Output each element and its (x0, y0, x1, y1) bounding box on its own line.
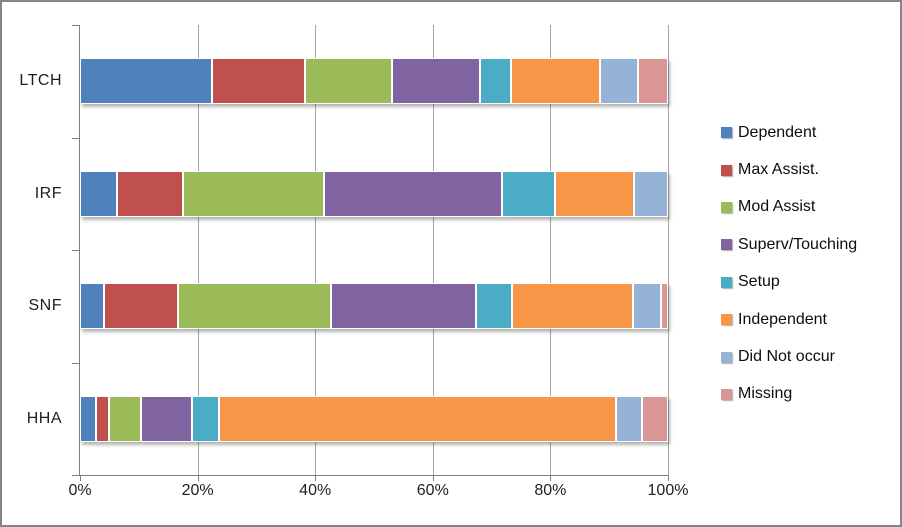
legend-item: Dependent (721, 114, 896, 151)
gridline (668, 25, 669, 475)
bar-segment-independent (555, 170, 634, 217)
category-label: HHA (26, 409, 62, 427)
x-axis-tick (668, 475, 669, 481)
bar-segment-did-not-occur (616, 395, 643, 442)
x-tick-label: 40% (299, 482, 332, 499)
bar-segment-max-assist (117, 170, 183, 217)
gridline (197, 25, 199, 475)
bar-row-ltch (80, 25, 668, 138)
legend-item: Missing (721, 376, 896, 413)
bar-segment-mod-assist (182, 170, 324, 217)
bar-segment-setup (192, 395, 220, 442)
y-axis-tick (72, 475, 80, 476)
legend-swatch-icon (721, 201, 732, 213)
y-axis-tick (72, 362, 80, 364)
stacked-bar (80, 58, 668, 104)
x-axis-line (79, 475, 669, 476)
bar-segment-independent (219, 395, 617, 442)
bar-segment-dependent (80, 58, 212, 104)
legend-swatch-icon (721, 127, 732, 139)
x-tick-label: 80% (534, 482, 567, 499)
bar-segment-setup (480, 58, 511, 104)
legend-item: Mod Assist (721, 189, 896, 226)
bar-segment-superv-touching (391, 58, 481, 104)
x-axis-tick (197, 475, 199, 481)
bar-row-hha (80, 363, 668, 476)
bar-segment-did-not-occur (633, 283, 661, 329)
legend-swatch-icon (721, 164, 732, 176)
bar-segment-dependent (80, 170, 118, 217)
bar-segment-did-not-occur (633, 170, 668, 217)
stacked-bar (80, 395, 668, 442)
category-label: IRF (34, 184, 62, 202)
x-tick-label: 0% (68, 482, 92, 499)
bar-row-snf (80, 250, 668, 363)
legend-swatch-icon (721, 239, 732, 251)
bar-segment-independent (511, 283, 634, 329)
x-tick-label: 60% (416, 482, 449, 499)
gridline (315, 25, 317, 475)
category-axis: LTCH IRF SNF HHA (2, 25, 68, 475)
bar-segment-missing (660, 283, 668, 329)
legend: Dependent Max Assist. Mod Assist Superv/Tou… (721, 114, 896, 413)
category-label: SNF (28, 297, 62, 315)
legend-label: Dependent (738, 123, 817, 141)
legend-item: Independent (721, 301, 896, 338)
x-axis-tick (550, 475, 552, 481)
bar-segment-mod-assist (177, 283, 332, 329)
legend-item: Did Not occur (721, 338, 896, 375)
legend-label: Max Assist. (738, 161, 819, 179)
bar-segment-superv-touching (140, 395, 193, 442)
bar-segment-max-assist (104, 283, 178, 329)
plot-area (80, 25, 669, 476)
legend-swatch-icon (721, 314, 732, 326)
legend-item: Setup (721, 264, 896, 301)
bar-segment-max-assist (211, 58, 306, 104)
bar-segment-mod-assist (109, 395, 141, 442)
category-label: LTCH (19, 72, 62, 90)
legend-label: Independent (738, 310, 827, 328)
legend-label: Superv/Touching (738, 235, 858, 253)
stacked-bar (80, 170, 668, 217)
bar-segment-independent (510, 58, 600, 104)
legend-swatch-icon (721, 351, 732, 363)
legend-label: Did Not occur (738, 348, 835, 366)
bar-segment-setup (502, 170, 556, 217)
legend-swatch-icon (721, 276, 732, 288)
x-tick-label: 100% (647, 482, 689, 499)
legend-item: Superv/Touching (721, 226, 896, 263)
bar-segment-superv-touching (331, 283, 477, 329)
gridline (432, 25, 434, 475)
bar-segment-missing (637, 58, 668, 104)
y-axis-tick (72, 137, 80, 139)
legend-swatch-icon (721, 388, 732, 400)
y-axis-tick (72, 250, 80, 251)
x-axis-tick (315, 475, 317, 481)
x-tick-label: 20% (181, 482, 214, 499)
bar-segment-setup (476, 283, 512, 329)
bar-segment-dependent (80, 395, 97, 442)
bar-segment-mod-assist (305, 58, 392, 104)
bar-segment-did-not-occur (599, 58, 638, 104)
bar-segment-max-assist (96, 395, 110, 442)
gridline (550, 25, 552, 475)
legend-label: Missing (738, 385, 793, 403)
bar-row-irf (80, 138, 668, 251)
bar-segment-superv-touching (323, 170, 503, 217)
legend-label: Mod Assist (738, 198, 816, 216)
y-axis-tick (72, 25, 80, 26)
x-axis-tick (80, 475, 81, 481)
stacked-bar (80, 283, 668, 329)
x-axis-tick (432, 475, 434, 481)
legend-item: Max Assist. (721, 151, 896, 188)
bar-segment-dependent (80, 283, 105, 329)
legend-label: Setup (738, 273, 780, 291)
bar-segment-missing (642, 395, 668, 442)
